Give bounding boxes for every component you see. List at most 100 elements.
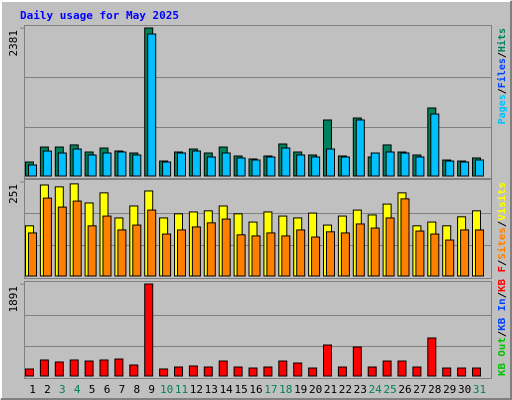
bar — [144, 283, 154, 377]
bar — [326, 148, 335, 177]
bar — [352, 346, 362, 377]
bar — [263, 366, 273, 377]
x-tick-label: 14 — [220, 383, 234, 396]
x-tick-label: 9 — [148, 383, 155, 396]
bar — [251, 235, 261, 277]
bar — [370, 152, 380, 177]
x-tick-label: 3 — [59, 383, 66, 396]
bar — [147, 209, 157, 277]
bar — [42, 197, 52, 277]
bar — [445, 160, 455, 177]
bar — [203, 366, 213, 377]
bar — [114, 358, 124, 377]
bar — [355, 119, 365, 177]
x-tick-label: 25 — [383, 383, 396, 396]
x-tick-label: 11 — [175, 383, 188, 396]
bar — [400, 152, 410, 177]
x-tick-label: 1 — [29, 383, 36, 396]
bar — [72, 200, 82, 277]
x-tick-label: 5 — [89, 383, 96, 396]
legend-entry: Visits — [496, 182, 508, 221]
bar — [218, 360, 228, 377]
legend-separator: / — [497, 331, 508, 337]
legend-entry: KB In — [497, 298, 508, 330]
bar — [278, 360, 288, 377]
x-tick-label: 31 — [473, 383, 486, 396]
bar — [39, 359, 49, 377]
bar — [415, 156, 425, 177]
bar — [117, 229, 127, 277]
bar — [102, 215, 112, 277]
bar — [84, 360, 94, 377]
bar — [162, 233, 172, 277]
bar — [25, 368, 34, 377]
bar — [206, 222, 216, 277]
panel — [24, 281, 492, 379]
bar — [472, 367, 481, 377]
bar — [296, 229, 306, 277]
bar — [293, 362, 303, 377]
bar — [54, 361, 64, 377]
bar — [159, 368, 169, 377]
bar — [28, 232, 37, 277]
x-tick-label: 13 — [205, 383, 218, 396]
bar — [415, 230, 425, 277]
bar — [311, 156, 321, 177]
bar — [385, 151, 395, 177]
y-tick-label: 251 — [7, 184, 20, 204]
bar — [337, 366, 347, 377]
bar — [248, 367, 258, 377]
bar — [233, 366, 243, 377]
bar — [191, 150, 201, 177]
bar — [430, 113, 440, 177]
bar — [427, 337, 437, 377]
legend-separator: / — [497, 260, 508, 266]
y-tick-label: 2381 — [7, 30, 20, 57]
legend-entry: Files — [496, 58, 508, 88]
bar — [475, 229, 484, 277]
x-tick-label: 15 — [234, 383, 247, 396]
x-tick-label: 10 — [160, 383, 173, 396]
bar — [430, 233, 440, 277]
bar — [412, 366, 422, 377]
bar — [117, 151, 127, 177]
bar — [460, 229, 470, 277]
bar — [281, 147, 291, 177]
bar — [445, 239, 455, 277]
bar — [87, 225, 97, 277]
bar — [323, 344, 332, 377]
bar — [129, 364, 139, 377]
x-tick-label: 16 — [249, 383, 262, 396]
legend-entry: KB Out — [497, 337, 508, 376]
legend-entry: Sites — [496, 227, 508, 259]
bar — [442, 367, 452, 377]
bar — [251, 159, 261, 177]
chart-title: Daily usage for May 2025 — [20, 9, 179, 22]
bar — [188, 365, 198, 377]
x-tick-label: 22 — [339, 383, 352, 396]
legend-separator: / — [497, 52, 508, 58]
x-tick-label: 8 — [133, 383, 140, 396]
bar — [340, 232, 350, 277]
legend-separator: / — [497, 88, 508, 94]
bar — [177, 152, 186, 177]
bar — [162, 161, 172, 177]
bar — [57, 152, 67, 177]
x-tick-label: 30 — [458, 383, 471, 396]
bar — [102, 152, 112, 177]
bar — [87, 154, 97, 177]
bar — [236, 157, 246, 177]
legend-entry: KB F — [497, 266, 508, 292]
bar — [72, 148, 82, 177]
bar — [206, 156, 216, 177]
bar — [174, 366, 183, 377]
bar — [340, 156, 350, 177]
x-tick-label: 28 — [428, 383, 441, 396]
x-tick-label: 29 — [443, 383, 456, 396]
bar — [57, 206, 67, 277]
x-tick-label: 17 — [264, 383, 277, 396]
bar — [460, 161, 470, 177]
bar — [457, 367, 467, 377]
